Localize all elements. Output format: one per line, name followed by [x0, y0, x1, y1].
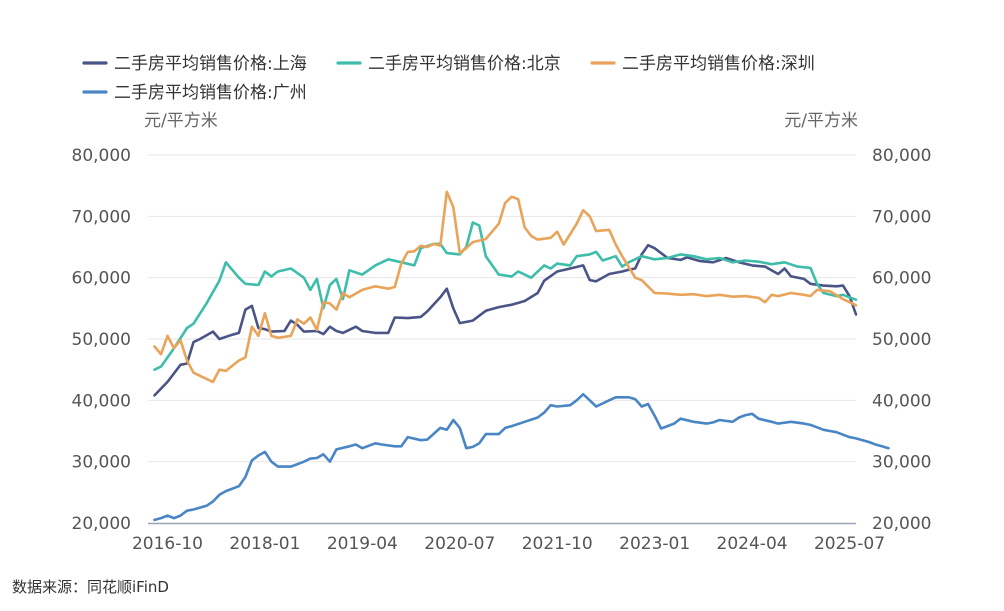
y-tick-label-left: 60,000: [72, 269, 131, 289]
data-source: 数据来源：同花顺iFinD: [12, 578, 169, 596]
y-tick-label-right: 40,000: [872, 391, 931, 411]
legend-label: 二手房平均销售价格:深圳: [622, 54, 815, 74]
legend-label: 二手房平均销售价格:广州: [114, 83, 307, 103]
legend-label: 二手房平均销售价格:上海: [114, 54, 307, 74]
legend: 二手房平均销售价格:上海 二手房平均销售价格:北京 二手房平均销售价格:深圳二手房平…: [82, 54, 815, 103]
series-line: [153, 190, 858, 384]
y-tick-label-left: 70,000: [72, 207, 131, 227]
y-tick-label-right: 80,000: [872, 146, 931, 166]
x-tick-label: 2018-01: [229, 534, 300, 554]
grid: [148, 154, 856, 463]
y-tick-label-right: 70,000: [872, 207, 931, 227]
series-line: [153, 392, 890, 522]
y-tick-label-left: 50,000: [72, 330, 131, 350]
x-tick-label: 2025-07: [814, 534, 885, 554]
y-axis-left: 20,000 30,000 40,000 50,000 60,000 70,000 80,0…: [72, 146, 131, 534]
y-tick-label-right: 50,000: [872, 330, 931, 350]
y-tick-label-right: 20,000: [872, 514, 931, 534]
x-tick-label: 2016-10: [132, 534, 203, 554]
x-tick-label: 2019-04: [327, 534, 398, 554]
x-tick-label: 2020-07: [424, 534, 495, 554]
series-group: [153, 190, 890, 522]
x-tick-label: 2023-01: [619, 534, 690, 554]
x-axis: 2016-10 2018-01 2019-04 2020-07 2021-10 2023-…: [132, 522, 885, 554]
y-tick-label-left: 30,000: [72, 453, 131, 473]
y-tick-label-left: 20,000: [72, 514, 131, 534]
x-tick-label: 2024-04: [717, 534, 788, 554]
y-tick-label-right: 30,000: [872, 453, 931, 473]
legend-label: 二手房平均销售价格:北京: [368, 54, 561, 74]
y-tick-label-right: 60,000: [872, 269, 931, 289]
x-tick-label: 2021-10: [522, 534, 593, 554]
y-tick-label-left: 40,000: [72, 391, 131, 411]
y-axis-right: 20,000 30,000 40,000 50,000 60,000 70,000 80,0…: [872, 146, 931, 534]
y-axis-unit-left: 元/平方米: [144, 111, 218, 131]
y-tick-label-left: 80,000: [72, 146, 131, 166]
series-line: [153, 243, 858, 397]
y-axis-unit-right: 元/平方米: [784, 111, 858, 131]
